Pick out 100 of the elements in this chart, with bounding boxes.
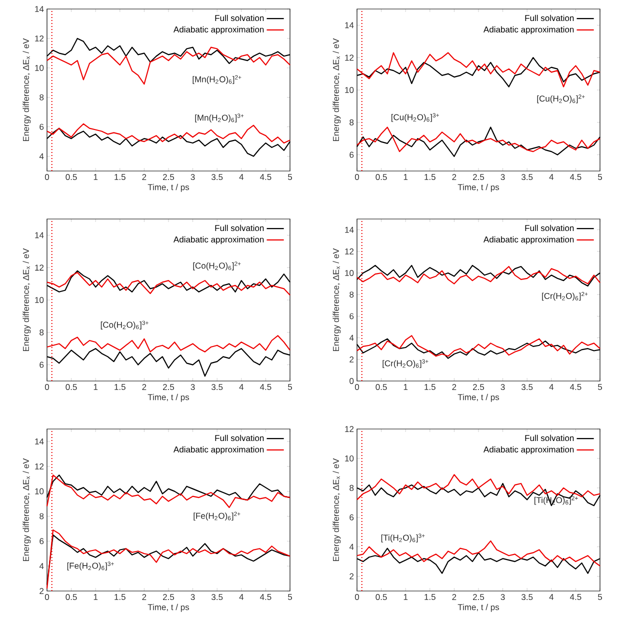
x-tick-label: 4.5 — [260, 594, 272, 600]
x-tick-label: 0 — [354, 594, 360, 600]
x-tick-label: 3 — [500, 174, 505, 180]
x-tick-label: 2 — [452, 174, 456, 180]
x-axis-title: Time, t / ps — [458, 394, 500, 402]
x-tick-label: 5 — [288, 594, 292, 600]
y-tick-label: 8 — [350, 292, 354, 298]
annotation: [Co(H$_{2}$O)$_{6}$]$^{3+}$ — [100, 320, 148, 330]
y-axis-title: Energy difference, ΔE$_{x}$ / eV — [332, 38, 341, 142]
x-tick-label: 4 — [549, 594, 554, 600]
y-axis-title: Energy difference, ΔE$_{x}$ / eV — [332, 458, 341, 562]
x-axis-title: Time, t / ps — [458, 604, 500, 612]
y-tick-label: 14 — [35, 6, 44, 12]
x-tick-label: 4 — [239, 174, 244, 180]
legend-label: Adiabatic approximation — [173, 236, 264, 244]
x-tick-label: 0 — [44, 174, 50, 180]
x-tick-label: 0.5 — [376, 174, 387, 180]
x-tick-label: 2.5 — [473, 384, 484, 390]
x-tick-label: 0.5 — [376, 384, 387, 390]
legend-label: Adiabatic approximation — [173, 446, 264, 454]
legend-label: Adiabatic approximation — [173, 26, 264, 34]
legend-label: Full solvation — [525, 14, 574, 22]
y-tick-label: 12 — [35, 463, 44, 470]
x-tick-label: 2 — [142, 384, 146, 390]
x-tick-label: 3.5 — [522, 384, 533, 390]
x-tick-label: 0.5 — [376, 594, 387, 600]
annotation: [Cu(H$_{2}$O)$_{6}$]$^{2+}$ — [537, 94, 585, 104]
y-tick-label: 8 — [40, 329, 44, 336]
x-tick-label: 1 — [404, 594, 408, 600]
legend-label: Adiabatic approximation — [483, 236, 574, 244]
y-tick-label: 10 — [35, 488, 44, 494]
y-tick-label: 10 — [345, 86, 354, 93]
x-tick-label: 3.5 — [212, 174, 223, 180]
y-tick-label: 6 — [350, 152, 354, 158]
y-tick-label: 10 — [35, 64, 44, 71]
y-tick-label: 10 — [35, 296, 44, 303]
x-tick-label: 4.5 — [570, 384, 582, 390]
legend-label: Full solvation — [525, 224, 574, 232]
x-tick-label: 1 — [404, 384, 408, 390]
y-tick-label: 6 — [40, 124, 44, 130]
x-tick-label: 3 — [190, 174, 195, 180]
x-tick-label: 0 — [44, 384, 50, 390]
x-tick-label: 3.5 — [212, 594, 223, 600]
x-tick-label: 0.5 — [66, 384, 77, 390]
y-tick-label: 12 — [35, 264, 44, 271]
y-tick-label: 8 — [40, 513, 44, 520]
y-axis-title: Energy difference, ΔE$_{x}$ / eV — [22, 248, 31, 352]
x-tick-label: 1.5 — [424, 594, 436, 600]
legend-label: Full solvation — [215, 224, 264, 232]
x-tick-label: 2 — [452, 594, 456, 600]
x-tick-label: 5 — [288, 384, 292, 390]
x-tick-label: 3 — [500, 594, 505, 600]
annotation: [Mn(H$_{2}$O)$_{6}$]$^{3+}$ — [195, 114, 244, 122]
y-tick-label: 2 — [350, 356, 354, 362]
x-tick-label: 5 — [598, 174, 602, 180]
y-tick-label: 2 — [350, 573, 354, 580]
x-tick-label: 2.5 — [473, 594, 484, 600]
x-tick-label: 4.5 — [570, 594, 582, 600]
legend-label: Full solvation — [215, 434, 264, 442]
x-tick-label: 5 — [288, 174, 292, 180]
x-axis-title: Time, t / ps — [148, 604, 190, 612]
x-tick-label: 3 — [190, 594, 195, 600]
legend-label: Full solvation — [525, 434, 574, 442]
x-tick-label: 0.5 — [66, 594, 77, 600]
y-axis-title: Energy difference, ΔE$_{x}$ / eV — [332, 248, 341, 352]
x-tick-label: 1 — [94, 174, 98, 180]
y-tick-label: 12 — [35, 35, 44, 42]
x-axis-title: Time, t / ps — [148, 184, 190, 192]
y-tick-label: 10 — [345, 455, 354, 462]
y-tick-label: 12 — [345, 54, 354, 61]
x-tick-label: 1.5 — [114, 384, 126, 390]
x-tick-label: 4 — [239, 384, 244, 390]
y-tick-label: 14 — [35, 232, 44, 238]
y-tick-label: 4 — [349, 544, 354, 550]
x-tick-label: 2 — [452, 384, 456, 390]
x-tick-label: 1.5 — [114, 174, 126, 180]
y-axis-title: Energy difference, ΔE$_{x}$ / eV — [22, 38, 31, 142]
x-tick-label: 5 — [598, 594, 602, 600]
x-tick-label: 1.5 — [424, 174, 436, 180]
annotation: [Co(H$_{2}$O)$_{6}$]$^{2+}$ — [193, 262, 241, 270]
x-tick-label: 2 — [142, 174, 146, 180]
x-tick-label: 0 — [354, 384, 360, 390]
x-tick-label: 0 — [44, 594, 50, 600]
x-tick-label: 0 — [354, 174, 360, 180]
x-axis-title: Time, t / ps — [148, 394, 190, 402]
y-axis-title: Energy difference, ΔE$_{x}$ / eV — [22, 458, 31, 562]
x-tick-label: 1 — [404, 174, 408, 180]
x-tick-label: 3.5 — [522, 594, 533, 600]
annotation: [Mn(H$_{2}$O)$_{6}$]$^{2+}$ — [192, 75, 242, 84]
x-tick-label: 4.5 — [260, 174, 272, 180]
y-tick-label: 4 — [39, 563, 44, 569]
y-tick-label: 6 — [350, 514, 354, 520]
x-tick-label: 4.5 — [260, 384, 272, 390]
x-tick-label: 4.5 — [570, 174, 582, 180]
x-tick-label: 2.5 — [163, 384, 174, 390]
x-tick-label: 2.5 — [473, 174, 484, 180]
x-tick-label: 2.5 — [163, 174, 174, 180]
x-tick-label: 5 — [598, 384, 602, 390]
legend-label: Full solvation — [215, 14, 264, 22]
annotation: [Fe(H$_{2}$O)$_{6}$]$^{3+}$ — [67, 562, 114, 570]
